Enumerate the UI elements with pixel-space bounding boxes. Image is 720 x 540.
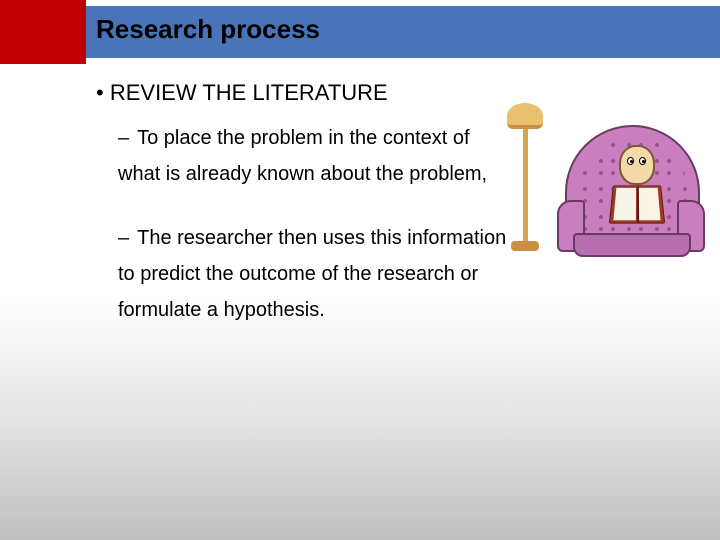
main-bullet-text: REVIEW THE LITERATURE xyxy=(110,80,388,105)
character-eye-left xyxy=(627,157,634,165)
sub-bullet-1-text: To place the problem in the context of w… xyxy=(118,127,487,185)
armchair-seat xyxy=(573,233,691,257)
slide-title: Research process xyxy=(96,14,320,45)
accent-box xyxy=(0,0,86,64)
book-page-right xyxy=(638,188,661,220)
reading-cartoon-illustration xyxy=(515,105,710,285)
sub-bullet-2: –The researcher then uses this informati… xyxy=(118,220,516,328)
sub-bullet-2-text: The researcher then uses this informatio… xyxy=(118,227,506,321)
open-book xyxy=(609,185,665,223)
lamp-base xyxy=(511,241,539,251)
character-head xyxy=(619,145,655,185)
main-bullet: • REVIEW THE LITERATURE xyxy=(96,80,516,106)
slide-body: • REVIEW THE LITERATURE –To place the pr… xyxy=(96,80,516,356)
book-page-left xyxy=(613,188,636,220)
sub-bullet-1: –To place the problem in the context of … xyxy=(118,120,516,192)
character-eye-right xyxy=(639,157,646,165)
lamp-shade xyxy=(507,103,543,129)
